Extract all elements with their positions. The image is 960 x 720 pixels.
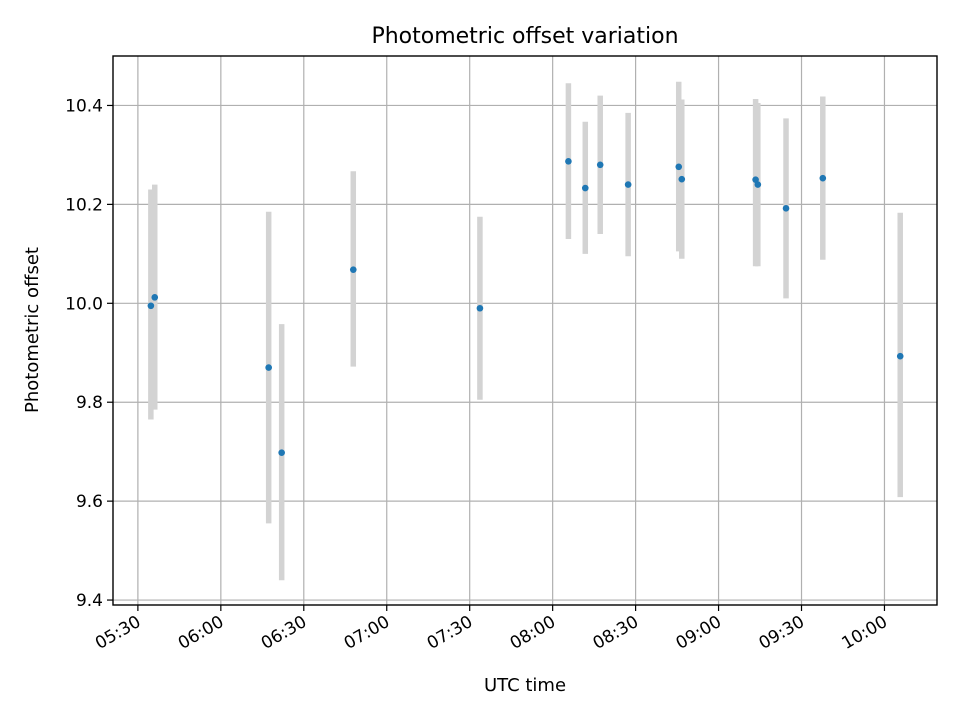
x-tick-label: 06:00 xyxy=(175,612,227,654)
data-point xyxy=(581,184,589,192)
y-axis-label: Photometric offset xyxy=(22,247,43,413)
data-point xyxy=(752,176,759,183)
data-point xyxy=(819,174,827,182)
x-axis-label: UTC time xyxy=(484,675,566,696)
x-tick-label: 08:00 xyxy=(507,612,559,654)
y-tick-label: 10.2 xyxy=(65,195,103,215)
y-tick-label: 9.6 xyxy=(76,492,103,512)
data-point xyxy=(147,302,155,310)
error-bars xyxy=(148,81,903,581)
y-tick-label: 9.4 xyxy=(76,591,103,611)
x-tick-label: 09:30 xyxy=(756,612,808,654)
x-tick-label: 07:00 xyxy=(341,612,393,654)
y-tick-label: 9.8 xyxy=(76,393,103,413)
data-points xyxy=(147,158,904,456)
chart-title: Photometric offset variation xyxy=(371,24,678,49)
x-tick-label: 08:30 xyxy=(590,612,642,654)
plot-frame xyxy=(112,55,938,606)
x-tick-label: 09:00 xyxy=(673,612,725,654)
data-point xyxy=(265,364,272,371)
data-point xyxy=(754,181,762,188)
data-point xyxy=(278,449,285,456)
data-point xyxy=(151,294,159,301)
data-point xyxy=(624,181,632,188)
x-tick-label: 05:30 xyxy=(92,612,144,654)
x-tick-label: 06:30 xyxy=(258,612,310,654)
data-point xyxy=(476,304,484,312)
y-tick-label: 10.0 xyxy=(65,294,103,314)
data-point xyxy=(565,158,572,165)
data-point xyxy=(349,266,357,273)
data-point xyxy=(675,163,683,171)
y-tick-label: 10.4 xyxy=(65,96,103,116)
data-point xyxy=(896,352,904,360)
grid xyxy=(113,56,937,605)
x-tick-label: 07:30 xyxy=(424,612,476,654)
x-tick-label: 10:00 xyxy=(839,612,891,654)
data-point xyxy=(596,161,604,169)
data-point xyxy=(678,175,686,183)
data-point xyxy=(782,205,790,212)
